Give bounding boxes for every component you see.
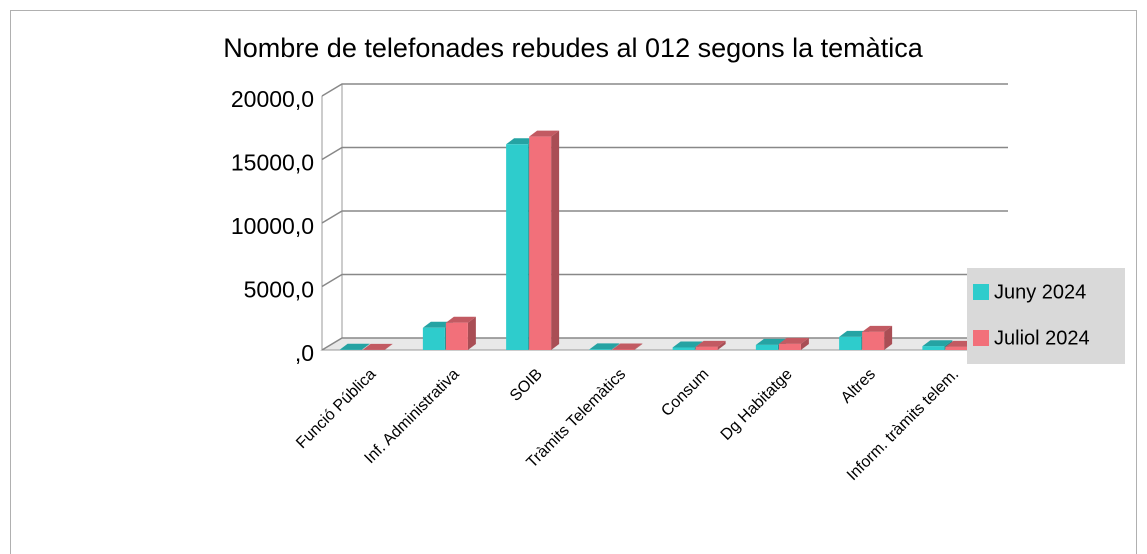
bar [612,343,643,350]
legend-swatch [973,330,989,346]
bar-front [695,346,718,350]
grid-line [321,146,1008,161]
grid-line [321,210,1008,224]
bar-side [717,340,726,350]
bar-top [755,338,786,345]
bar-top [422,321,453,328]
bar-side [467,316,476,350]
legend-swatch [973,284,989,300]
bar-top [589,343,620,350]
bar-top [529,130,560,137]
legend-label: Juny 2024 [994,281,1086,303]
chart-title: Nombre de telefonades rebudes al 012 seg… [223,33,923,63]
bar-top [672,341,703,348]
bar [862,325,893,350]
bar [362,343,393,350]
grid-line [321,337,1008,351]
bar-top [922,340,953,347]
bar [695,340,726,350]
bar-top [445,316,476,323]
legend-box [967,268,1125,364]
bar-front [612,349,635,350]
bar-top [339,343,370,350]
bar-top [695,340,726,347]
bar-side [800,337,809,350]
bar-side [634,343,643,350]
bar-side [384,343,393,350]
bar-top [612,343,643,350]
y-tick-label: 15000,0 [231,150,314,176]
y-tick-label: 10000,0 [231,213,314,239]
bar [589,343,620,350]
legend: Juny 2024 Juliol 2024 [967,268,1125,364]
bar-front [778,343,801,350]
bar-front [506,144,529,350]
bar-side [884,325,893,350]
bar-front [589,349,612,350]
bar-side [611,343,620,350]
bar-front [922,346,945,350]
bar [339,343,370,350]
grid-line [321,273,1008,288]
bar-front [839,336,862,350]
bar-front [422,327,445,350]
bar-front [529,136,552,350]
bar-top [778,337,809,344]
bar [445,316,476,350]
y-tick-label: 5000,0 [244,277,314,303]
bar-top [506,138,537,145]
bar-front [672,347,695,350]
bar-top [839,330,870,337]
bar-side [361,343,370,350]
bar-top [862,325,893,332]
bar [529,130,560,350]
chart-border [10,10,1137,554]
legend-label: Juliol 2024 [994,327,1090,349]
bar-side [551,130,560,350]
grid-line [321,83,1008,97]
bar-front [755,344,778,350]
y-tick-label: 20000,0 [231,86,314,112]
y-tick-label: ,0 [295,340,314,366]
bar-front [862,331,885,350]
bar-front [445,322,468,350]
bar-top [362,343,393,350]
bar [778,337,809,350]
bar-front [945,346,968,350]
